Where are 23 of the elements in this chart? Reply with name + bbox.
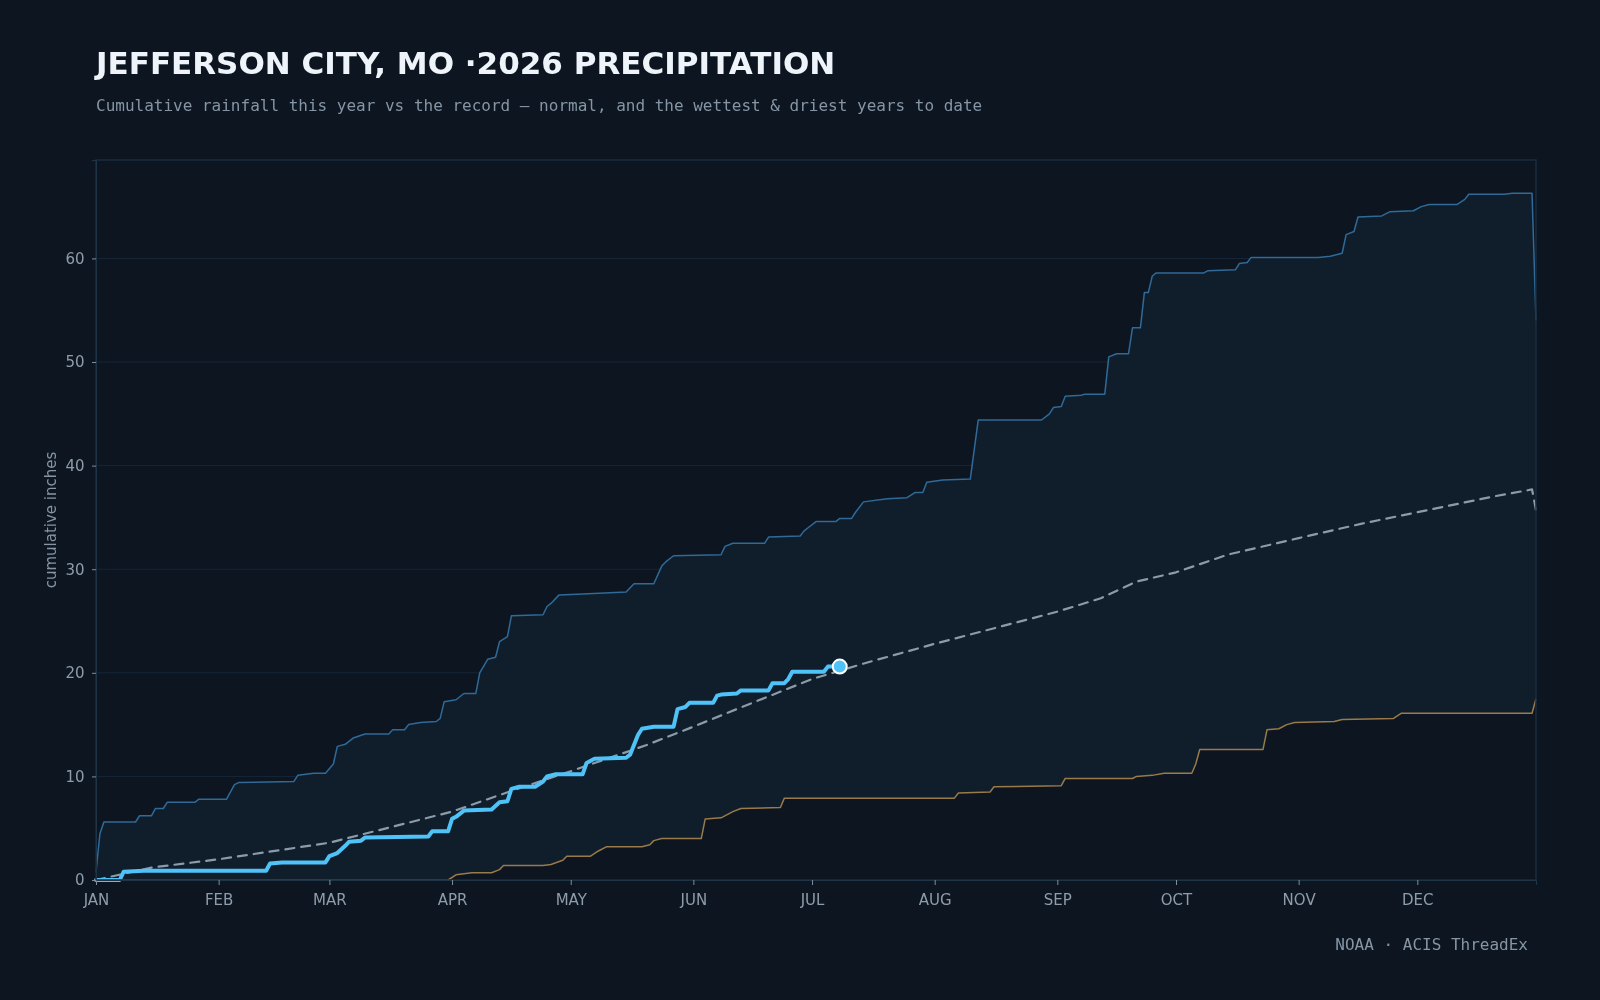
x-tick-label: SEP: [1043, 890, 1072, 909]
y-tick-label: 30: [65, 560, 85, 579]
y-tick-label: 20: [65, 664, 85, 683]
x-tick-label: MAR: [313, 890, 347, 909]
x-tick-label: AUG: [918, 890, 952, 909]
x-tick-label: FEB: [204, 890, 234, 909]
chart-title: JEFFERSON CITY, MO ·2026 PRECIPITATION: [94, 45, 836, 81]
chart-subtitle: Cumulative rainfall this year vs the record — normal, and the wettest & driest years to date: [96, 96, 983, 115]
y-tick-label: 50: [65, 353, 85, 372]
y-tick-label: 60: [65, 249, 85, 268]
x-tick-label: JUN: [679, 890, 708, 909]
x-tick-label: NOV: [1282, 890, 1317, 909]
x-tick-label: MAY: [555, 890, 588, 909]
text: NOAA · ACIS ThreadEx: [1335, 935, 1529, 954]
x-tick-label: APR: [437, 890, 468, 909]
x-tick-label: JUL: [799, 890, 826, 909]
x-tick-label: OCT: [1160, 890, 1194, 909]
y-tick-label: 10: [65, 767, 85, 786]
y-tick-label: 40: [65, 456, 85, 475]
y-axis-title: cumulative inches: [42, 451, 60, 589]
x-tick-label: DEC: [1402, 890, 1434, 909]
y-tick-label: 0: [74, 871, 85, 890]
x-tick-label: JAN: [82, 890, 110, 909]
